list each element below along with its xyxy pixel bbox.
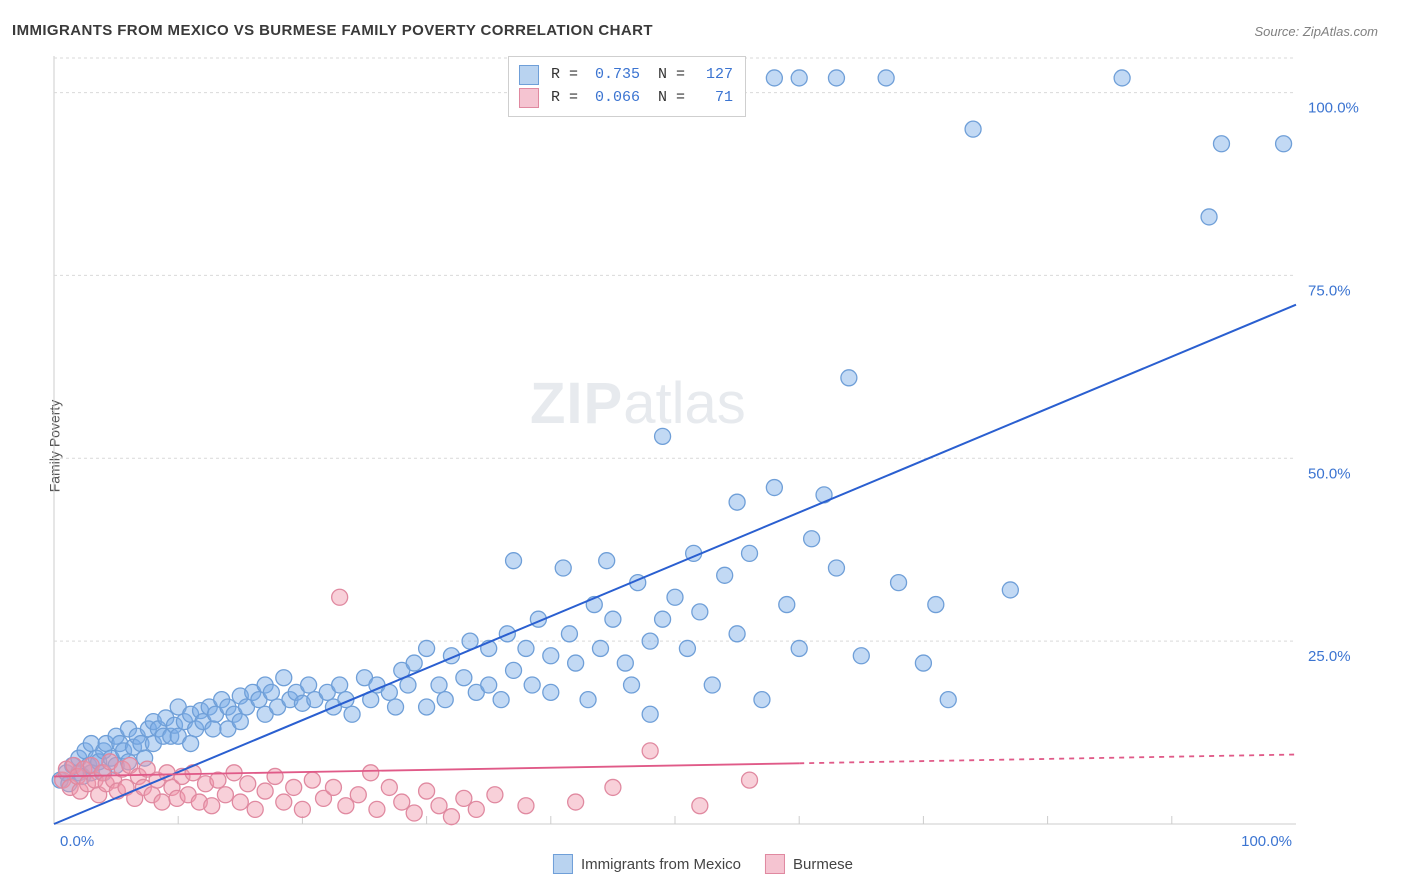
svg-text:25.0%: 25.0% [1308,648,1351,665]
svg-text:50.0%: 50.0% [1308,465,1351,482]
svg-text:0.0%: 0.0% [60,833,94,848]
source-attribution: Source: ZipAtlas.com [1254,24,1378,39]
legend-swatch-burmese-bottom [765,854,785,874]
legend-r-value-mexico: 0.735 [586,63,640,86]
legend-item-burmese: Burmese [765,854,853,874]
legend-correlation-stats: R = 0.735 N = 127 R = 0.066 N = 71 [508,56,746,117]
svg-text:75.0%: 75.0% [1308,282,1351,299]
legend-label-burmese: Burmese [793,856,853,873]
legend-swatch-burmese [519,88,539,108]
svg-text:100.0%: 100.0% [1308,100,1359,117]
legend-r-value-burmese: 0.066 [586,86,640,109]
legend-swatch-mexico [519,65,539,85]
legend-series: Immigrants from Mexico Burmese [553,854,853,874]
svg-text:100.0%: 100.0% [1241,833,1292,848]
legend-n-label: N = [658,86,685,109]
legend-r-label: R = [551,63,578,86]
legend-stats-row-mexico: R = 0.735 N = 127 [519,63,733,86]
legend-swatch-mexico-bottom [553,854,573,874]
legend-n-value-mexico: 127 [693,63,733,86]
legend-stats-row-burmese: R = 0.066 N = 71 [519,86,733,109]
legend-n-value-burmese: 71 [693,86,733,109]
legend-n-label: N = [658,63,685,86]
chart-container: IMMIGRANTS FROM MEXICO VS BURMESE FAMILY… [0,0,1406,892]
legend-label-mexico: Immigrants from Mexico [581,856,741,873]
legend-item-mexico: Immigrants from Mexico [553,854,741,874]
legend-r-label: R = [551,86,578,109]
scatter-chart-svg: 25.0% 50.0% 75.0% 100.0% 0.0% 100.0% [50,48,1390,848]
chart-title: IMMIGRANTS FROM MEXICO VS BURMESE FAMILY… [12,22,653,39]
chart-plot-area: 25.0% 50.0% 75.0% 100.0% 0.0% 100.0% [50,48,1390,848]
